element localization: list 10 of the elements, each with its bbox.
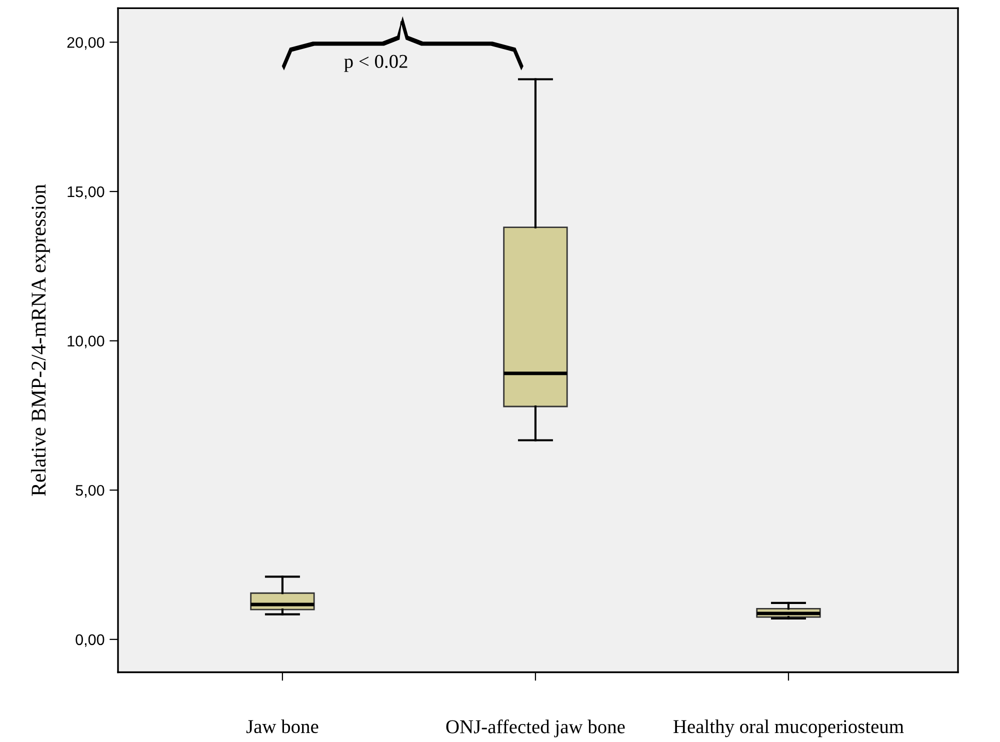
annotation: p < 0.02 — [344, 54, 408, 72]
y-tick-label: 15,00 — [68, 186, 104, 199]
x-tick-label: Healthy oral mucoperiosteum — [673, 719, 904, 738]
x-tick-label: ONJ-affected jaw bone — [446, 719, 625, 738]
y-axis-title: Relative BMP-2/4-mRNA expression — [31, 184, 50, 496]
y-tick-label: 20,00 — [67, 37, 104, 50]
x-tick-label: Jaw bone — [246, 719, 318, 734]
y-tick-label: 10,00 — [68, 336, 104, 348]
y-tick-label: 5,00 — [76, 484, 104, 498]
y-tick-label: 0,00 — [76, 634, 104, 647]
